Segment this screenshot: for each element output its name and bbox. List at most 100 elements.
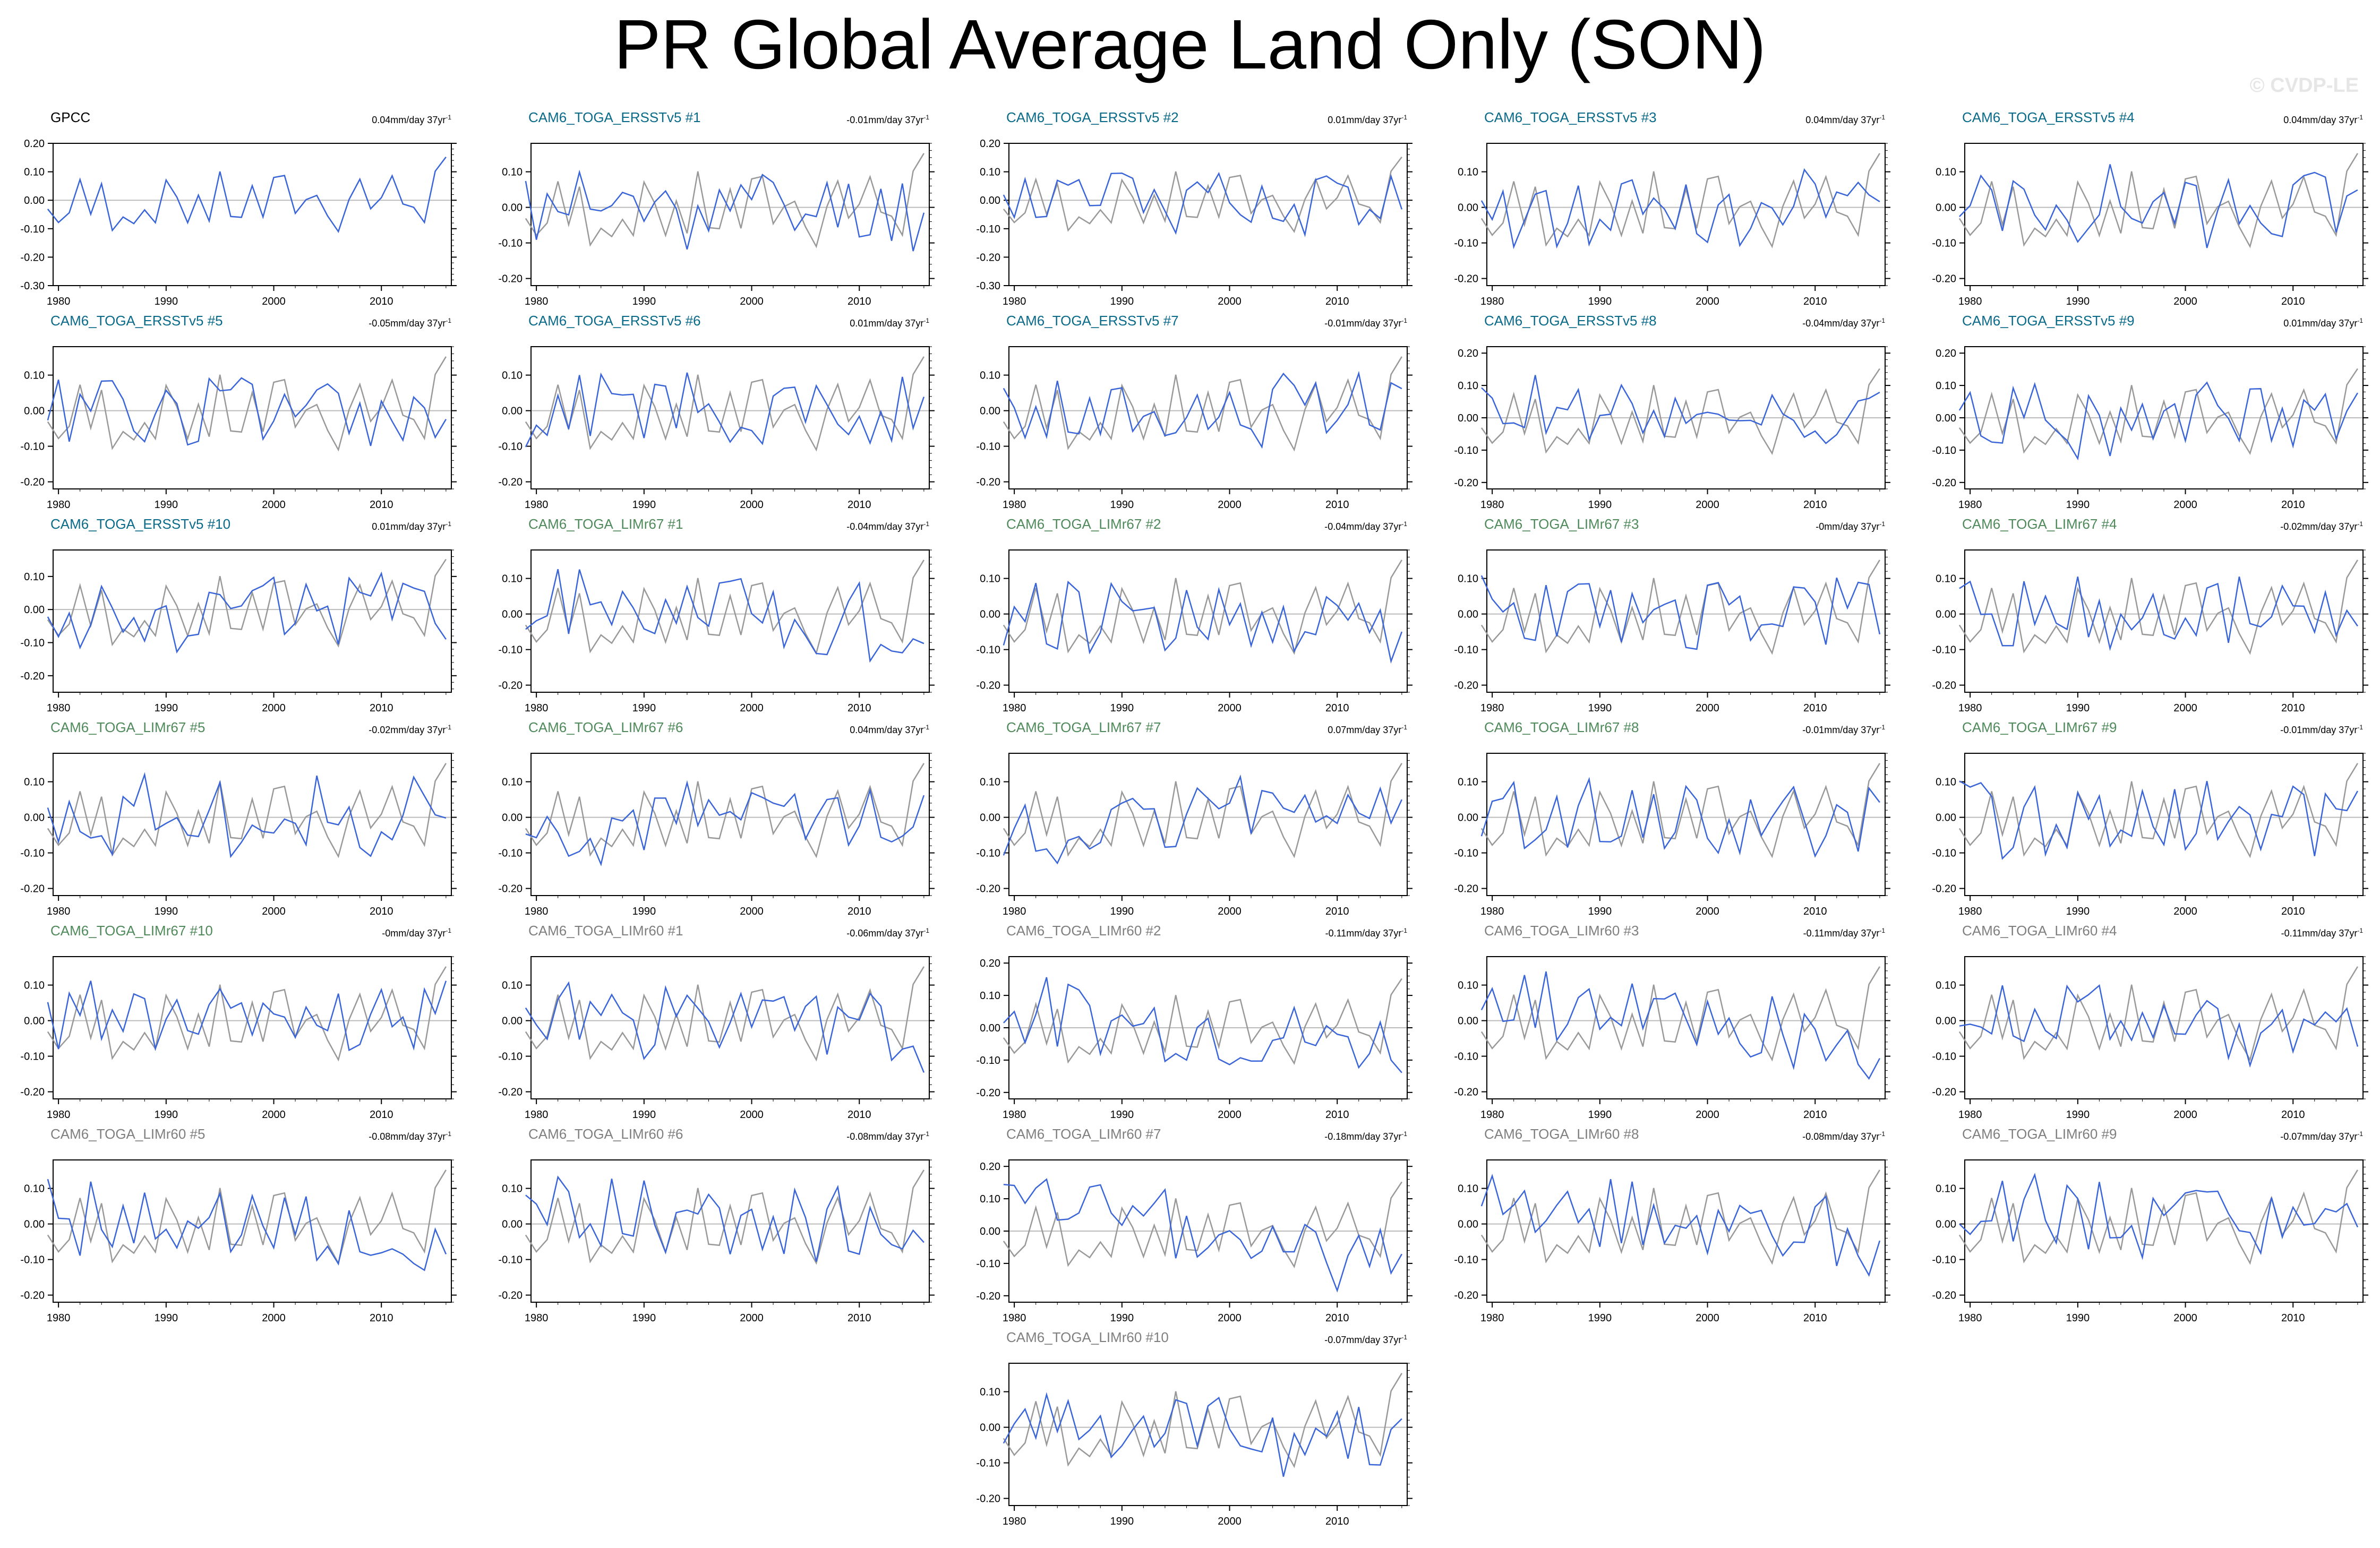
x-tick-label: 1980	[1003, 1312, 1026, 1324]
y-tick-label: 0.00	[502, 202, 523, 214]
y-tick-label: -0.10	[976, 848, 1000, 859]
x-tick-label: 2000	[262, 702, 286, 714]
y-tick-label: 0.10	[502, 573, 523, 585]
plot-frame	[1486, 1159, 1886, 1303]
x-tick-label: 2000	[262, 499, 286, 511]
x-tick-label: 2010	[1803, 499, 1827, 511]
y-tick-label: 0.10	[980, 167, 1000, 178]
y-tick-label: -0.20	[1932, 1290, 1956, 1302]
trend-label: 0.04mm/day 37yr-1	[850, 724, 929, 735]
y-tick-label: -0.20	[498, 1087, 523, 1098]
x-tick-label: 2010	[847, 1312, 871, 1324]
x-tick-label: 2010	[1803, 1312, 1827, 1324]
chart-panel: CAM6_TOGA_LIMr60 #2 -0.11mm/day 37yr-1 0.2…	[956, 922, 1434, 1126]
y-tick-label: -0.10	[498, 848, 523, 859]
y-tick-label: 0.00	[24, 1219, 45, 1231]
panel-title: CAM6_TOGA_LIMr67 #8	[1484, 719, 1639, 735]
y-tick-label: 0.00	[980, 406, 1000, 417]
y-tick-label: 0.10	[1936, 1183, 1956, 1195]
x-tick-label: 2000	[1696, 499, 1719, 511]
x-tick-label: 2000	[2173, 296, 2197, 307]
trend-label: -0.01mm/day 37yr-1	[846, 114, 929, 125]
panel-title: CAM6_TOGA_ERSSTv5 #3	[1484, 109, 1657, 125]
y-tick-label: -0.10	[976, 644, 1000, 656]
trend-label: -0mm/day 37yr-1	[382, 927, 451, 939]
y-tick-label: -0.10	[1454, 848, 1478, 859]
panel-title: GPCC	[50, 109, 91, 125]
watermark: © CVDP-LE	[2249, 74, 2359, 97]
y-tick-label: -0.10	[1454, 445, 1478, 457]
observed-series-line	[525, 1169, 924, 1265]
x-tick-label: 2010	[370, 499, 393, 511]
chart-panel: CAM6_TOGA_ERSSTv5 #1 -0.01mm/day 37yr-1 0.…	[478, 109, 956, 313]
x-tick-label: 1990	[1110, 702, 1134, 714]
observed-series-line	[1958, 763, 2358, 858]
y-tick-label: 0.00	[1936, 1016, 1956, 1027]
chart-panel: CAM6_TOGA_ERSSTv5 #3 0.04mm/day 37yr-1 0.1…	[1434, 109, 1912, 313]
plot-frame	[530, 1159, 930, 1303]
panel-title: CAM6_TOGA_ERSSTv5 #8	[1484, 313, 1657, 329]
y-tick-label: 0.00	[1936, 609, 1956, 621]
observed-series-line	[1003, 356, 1402, 452]
panel-title: CAM6_TOGA_LIMr60 #5	[50, 1126, 206, 1142]
x-tick-label: 1990	[2066, 906, 2090, 917]
x-tick-label: 1980	[1958, 1109, 1982, 1121]
chart-panel: CAM6_TOGA_ERSSTv5 #5 -0.05mm/day 37yr-1 0.…	[0, 312, 478, 516]
x-tick-label: 2010	[370, 1109, 393, 1121]
x-tick-label: 2010	[847, 906, 871, 917]
x-tick-label: 1990	[1110, 906, 1134, 917]
y-tick-label: 0.10	[980, 370, 1000, 382]
x-tick-label: 2000	[1218, 906, 1242, 917]
y-tick-label: -0.20	[976, 1291, 1000, 1302]
y-tick-label: 0.00	[502, 406, 523, 417]
panel-title: CAM6_TOGA_LIMr67 #6	[528, 719, 683, 735]
model-series-line	[1003, 171, 1403, 237]
model-series-line	[1480, 575, 1881, 650]
panel-title: CAM6_TOGA_LIMr67 #3	[1484, 516, 1639, 532]
x-tick-label: 2010	[2281, 1109, 2305, 1121]
x-tick-label: 1980	[525, 1109, 549, 1121]
plot-frame	[1486, 549, 1886, 693]
y-tick-label: -0.10	[498, 238, 523, 250]
y-tick-label: 0.00	[1936, 412, 1956, 424]
panel-title: CAM6_TOGA_LIMr67 #2	[1006, 516, 1161, 532]
x-tick-label: 1980	[1480, 702, 1504, 714]
x-tick-label: 2010	[1325, 1109, 1349, 1121]
x-tick-label: 2010	[847, 499, 871, 511]
y-tick-label: -0.10	[498, 441, 523, 453]
x-tick-label: 1990	[2066, 1312, 2090, 1324]
y-tick-label: -0.10	[498, 1254, 523, 1266]
x-tick-label: 1980	[525, 702, 549, 714]
x-tick-label: 2000	[740, 1109, 764, 1121]
model-series-line	[1480, 168, 1880, 250]
trend-label: -0.05mm/day 37yr-1	[369, 317, 451, 329]
x-tick-label: 1980	[1480, 1312, 1504, 1324]
model-series-line	[1003, 774, 1403, 865]
y-tick-label: -0.20	[498, 273, 523, 285]
y-tick-label: -0.20	[976, 477, 1000, 488]
y-tick-label: 0.10	[24, 370, 45, 382]
x-tick-label: 2010	[370, 1312, 393, 1324]
x-tick-label: 2000	[1696, 906, 1719, 917]
observed-series-line	[1003, 763, 1402, 858]
x-tick-label: 2010	[370, 702, 393, 714]
y-tick-label: 0.00	[980, 609, 1000, 621]
y-tick-label: -0.10	[976, 1055, 1000, 1067]
panel-title: CAM6_TOGA_LIMr60 #7	[1006, 1126, 1161, 1142]
model-series-line	[525, 981, 925, 1073]
panel-title: CAM6_TOGA_LIMr60 #3	[1484, 923, 1639, 939]
y-tick-label: -0.20	[976, 1493, 1000, 1505]
x-tick-label: 2010	[1325, 296, 1349, 307]
y-tick-label: 0.20	[980, 958, 1000, 969]
y-tick-label: -0.10	[20, 638, 45, 649]
x-tick-label: 2000	[2173, 702, 2197, 714]
plot-frame	[1008, 549, 1408, 693]
y-tick-label: 0.00	[980, 1022, 1000, 1034]
trend-label: 0.04mm/day 37yr-1	[1805, 114, 1885, 125]
trend-label: -0.04mm/day 37yr-1	[1802, 317, 1885, 329]
